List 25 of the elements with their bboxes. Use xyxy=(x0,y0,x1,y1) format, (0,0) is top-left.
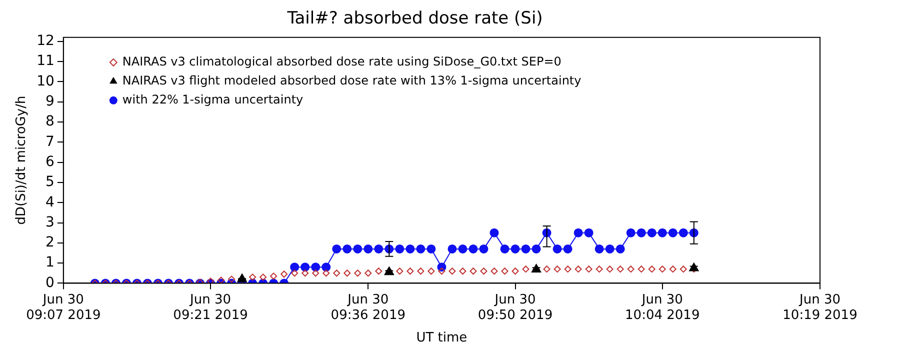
x-tick-label: Jun 30 09:21 2019 xyxy=(173,292,248,323)
x-tick-label: Jun 30 09:50 2019 xyxy=(478,292,553,323)
x-tick-label: Jun 30 10:19 2019 xyxy=(782,292,858,323)
y-tick-label: 9 xyxy=(45,94,54,110)
legend-label: NAIRAS v3 flight modeled absorbed dose rate with 13% 1-sigma uncertainty xyxy=(122,74,582,88)
y-tick-label: 7 xyxy=(45,134,54,150)
legend-label: with 22% 1-sigma uncertainty xyxy=(122,92,304,107)
y-tick-label: 10 xyxy=(36,73,54,90)
chart-title: Tail#? absorbed dose rate (Si) xyxy=(286,8,543,29)
y-tick-label: 2 xyxy=(45,234,54,251)
legend-label: NAIRAS v3 climatological absorbed dose rate using SiDose_G0.txt SEP=0 xyxy=(122,54,562,69)
y-tick-label: 3 xyxy=(45,214,54,230)
y-tick-label: 8 xyxy=(45,114,54,130)
y-tick-label: 4 xyxy=(45,194,54,210)
y-tick-label: 6 xyxy=(45,154,54,170)
x-tick-label: Jun 30 10:04 2019 xyxy=(625,292,700,323)
x-tick-label: Jun 30 09:36 2019 xyxy=(330,292,406,323)
y-axis-title: dD(Si)/dt microGy/h xyxy=(14,96,30,225)
x-tick-label: Jun 30 09:07 2019 xyxy=(26,292,101,323)
y-tick-label: 0 xyxy=(45,274,54,291)
y-tick-label: 11 xyxy=(36,53,54,70)
x-axis-title: UT time xyxy=(416,330,468,346)
y-tick-label: 12 xyxy=(36,33,54,50)
y-tick-label: 5 xyxy=(45,174,54,190)
y-tick-label: 1 xyxy=(45,254,54,271)
